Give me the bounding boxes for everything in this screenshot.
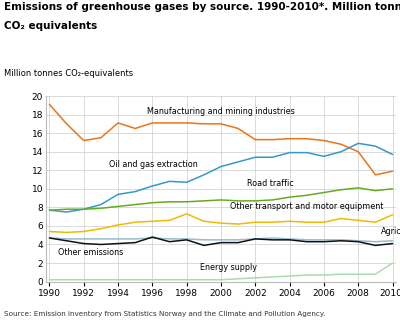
Text: Agriculture: Agriculture [380, 227, 400, 236]
Text: CO₂ equivalents: CO₂ equivalents [4, 21, 97, 31]
Text: Road traffic: Road traffic [247, 179, 294, 188]
Text: Million tonnes CO₂-equivalents: Million tonnes CO₂-equivalents [4, 69, 133, 78]
Text: Emissions of greenhouse gases by source. 1990-2010*. Million tonnes: Emissions of greenhouse gases by source.… [4, 2, 400, 12]
Text: Energy supply: Energy supply [200, 263, 258, 272]
Text: Other emissions: Other emissions [58, 248, 123, 257]
Text: Manufacturing and mining industries: Manufacturing and mining industries [147, 107, 295, 116]
Text: Source: Emission inventory from Statistics Norway and the Climate and Pollution : Source: Emission inventory from Statisti… [4, 311, 325, 317]
Text: Oil and gas extraction: Oil and gas extraction [110, 160, 198, 169]
Text: Other transport and motor equipment: Other transport and motor equipment [230, 202, 383, 212]
